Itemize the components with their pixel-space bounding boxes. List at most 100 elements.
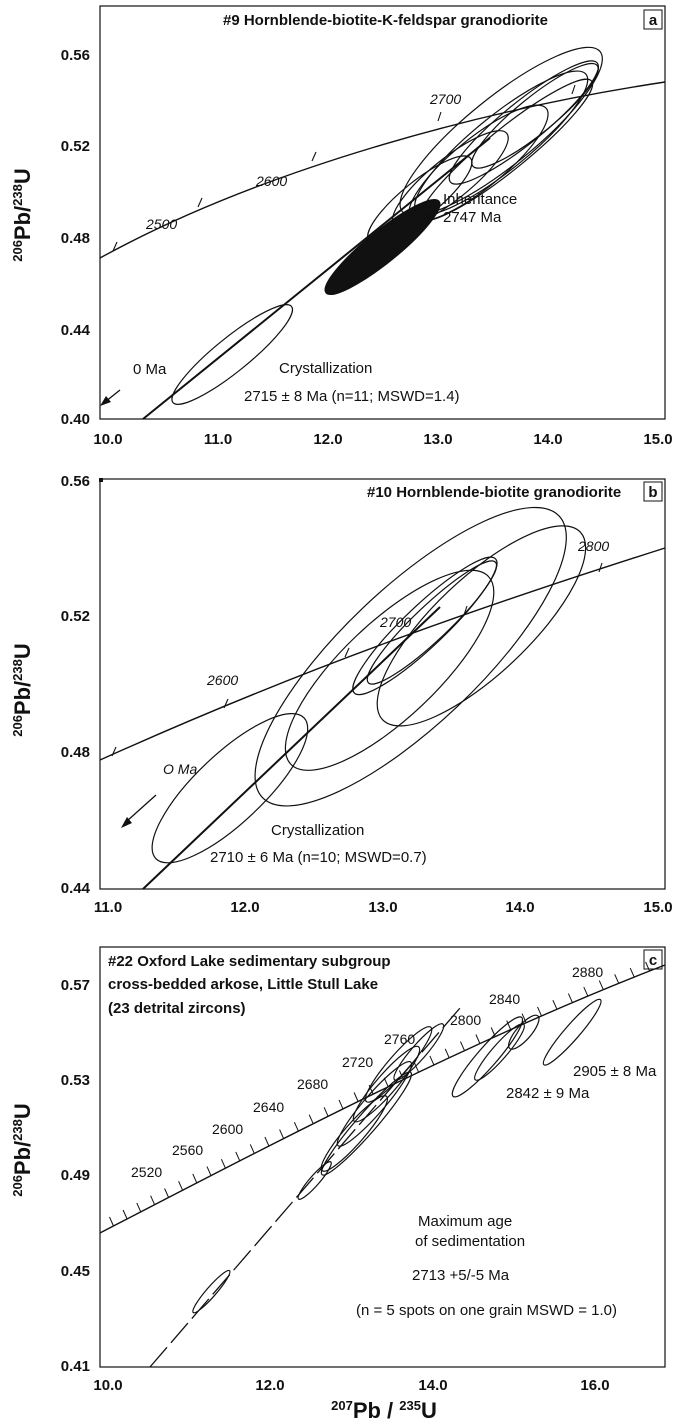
- error-ellipse: [320, 1071, 413, 1176]
- error-ellipse: [352, 1045, 421, 1123]
- y-tick-label: 0.44: [61, 322, 91, 339]
- concordia-age-label: 2880: [572, 964, 603, 980]
- concordia-age-label: 2600: [255, 173, 287, 189]
- concordia-tick: [460, 1041, 465, 1051]
- x-tick-label: 10.0: [93, 1377, 122, 1394]
- panel-a-x-tick-labels: 10.0 11.0 12.0 13.0 14.0 15.0: [93, 431, 672, 448]
- y-tick-label: 0.57: [61, 977, 90, 994]
- concordia-age-label: 2700: [429, 91, 461, 107]
- inheritance-label: Inheritance: [443, 191, 517, 208]
- concordia-tick: [192, 1173, 198, 1184]
- concordia-age-label: 2720: [342, 1054, 373, 1070]
- concordia-tick: [220, 1158, 226, 1169]
- grain-age-label: 2905 ± 8 Ma: [573, 1063, 657, 1080]
- concordia-tick: [506, 1020, 512, 1030]
- panel-c-letter: c: [649, 952, 657, 969]
- error-ellipse: [448, 60, 599, 185]
- panel-c-x-tick-labels: 10.0 12.0 14.0 16.0: [93, 1377, 609, 1394]
- concordia-tick: [279, 1129, 285, 1139]
- panel-b-title: #10 Hornblende-biotite granodiorite: [367, 484, 621, 501]
- concordia-tick: [197, 197, 203, 208]
- error-ellipse: [391, 130, 509, 229]
- panel-b-frame: [99, 478, 666, 890]
- panel-c-xlabel: 207Pb / 235U: [331, 1398, 437, 1423]
- y-tick-label: 0.56: [61, 473, 90, 490]
- concordia-tick: [598, 980, 604, 990]
- crystallization-label: Crystallization: [279, 360, 372, 377]
- panel-b-discordia-line: [142, 606, 441, 890]
- panel-a-concordia-ticks: [112, 84, 576, 252]
- concordia-tick: [629, 967, 635, 978]
- max-age-label-line-1: Maximum age: [418, 1213, 512, 1230]
- concordia-tick: [583, 986, 589, 997]
- concordia-age-label: 2800: [577, 538, 609, 554]
- error-ellipse: [451, 1016, 524, 1098]
- crystallization-age-label: 2715 ± 8 Ma (n=11; MSWD=1.4): [244, 388, 460, 405]
- error-ellipse: [474, 1023, 525, 1081]
- grain-age-label: 2842 ± 9 Ma: [506, 1085, 590, 1102]
- concordia-tick: [645, 961, 651, 972]
- x-tick-label: 12.0: [313, 431, 342, 448]
- panel-a-ylabel: 206Pb/238U: [10, 168, 35, 262]
- crystallization-age-label: 2710 ± 6 Ma (n=10; MSWD=0.7): [210, 849, 427, 866]
- y-tick-label: 0.48: [61, 230, 90, 247]
- x-tick-label: 15.0: [643, 431, 672, 448]
- y-tick-label: 0.49: [61, 1167, 90, 1184]
- concordia-tick: [323, 1107, 329, 1117]
- error-ellipse: [508, 1014, 540, 1050]
- concordia-tick: [521, 1013, 527, 1023]
- x-tick-label: 14.0: [533, 431, 562, 448]
- error-ellipse: [420, 78, 594, 221]
- panel-c: #22 Oxford Lake sedimentary subgroup cro…: [10, 946, 666, 1423]
- y-tick-label: 0.52: [61, 608, 90, 625]
- inheritance-age-label: 2747 Ma: [443, 209, 502, 226]
- error-ellipse: [542, 998, 602, 1066]
- concordia-tick: [353, 1092, 359, 1102]
- concordia-tick: [338, 1099, 344, 1110]
- error-ellipse: [297, 1161, 332, 1200]
- panel-c-y-tick-labels: 0.41 0.45 0.49 0.53 0.57: [61, 977, 90, 1375]
- x-tick-label: 16.0: [580, 1377, 609, 1394]
- concordia-tick: [164, 1188, 170, 1198]
- concordia-tick: [614, 974, 620, 984]
- concordia-age-label: 2600: [212, 1121, 243, 1137]
- panel-b-y-tick-labels: 0.44 0.48 0.52 0.56: [61, 473, 91, 897]
- concordia-age-label: 2800: [450, 1012, 481, 1028]
- panel-b-letter: b: [648, 484, 657, 501]
- panel-b-ylabel: 206Pb/238U: [10, 643, 35, 737]
- y-tick-label: 0.48: [61, 744, 90, 761]
- x-tick-label: 10.0: [93, 431, 122, 448]
- panel-a: #9 Hornblende-biotite-K-feldspar granodi…: [10, 5, 673, 448]
- y-tick-label: 0.40: [61, 411, 90, 428]
- concordia-tick: [429, 1055, 435, 1066]
- concordia-tick: [122, 1209, 128, 1220]
- origin-label: O Ma: [163, 761, 197, 777]
- panel-b-concordia-curve: [99, 547, 666, 761]
- concordia-tick: [178, 1180, 184, 1191]
- concordia-tick: [311, 151, 317, 162]
- concordia-tick: [249, 1144, 255, 1154]
- error-ellipse: [367, 155, 473, 244]
- x-tick-label: 15.0: [643, 899, 672, 916]
- error-ellipse: [336, 1060, 413, 1147]
- error-ellipse: [192, 1269, 231, 1314]
- concordia-tick: [109, 1216, 114, 1227]
- crystallization-label: Crystallization: [271, 822, 364, 839]
- y-tick-label: 0.41: [61, 1358, 90, 1375]
- concordia-age-label: 2760: [384, 1031, 415, 1047]
- error-ellipse: [471, 62, 599, 169]
- error-ellipse: [151, 713, 309, 864]
- error-ellipse: [364, 1026, 433, 1103]
- concordia-tick: [136, 1202, 142, 1213]
- concordia-age-label: 2520: [131, 1164, 162, 1180]
- panel-c-concordia-curve: [99, 964, 666, 1234]
- x-tick-label: 12.0: [230, 899, 259, 916]
- origin-arrow: [126, 794, 157, 822]
- panel-a-concordia-curve: [99, 81, 666, 259]
- max-age-label-line-2: of sedimentation: [415, 1233, 525, 1250]
- concordia-age-label: 2600: [206, 672, 238, 688]
- concordia-tick: [235, 1151, 241, 1162]
- error-ellipse: [393, 1023, 445, 1081]
- concordia-tick: [308, 1114, 314, 1124]
